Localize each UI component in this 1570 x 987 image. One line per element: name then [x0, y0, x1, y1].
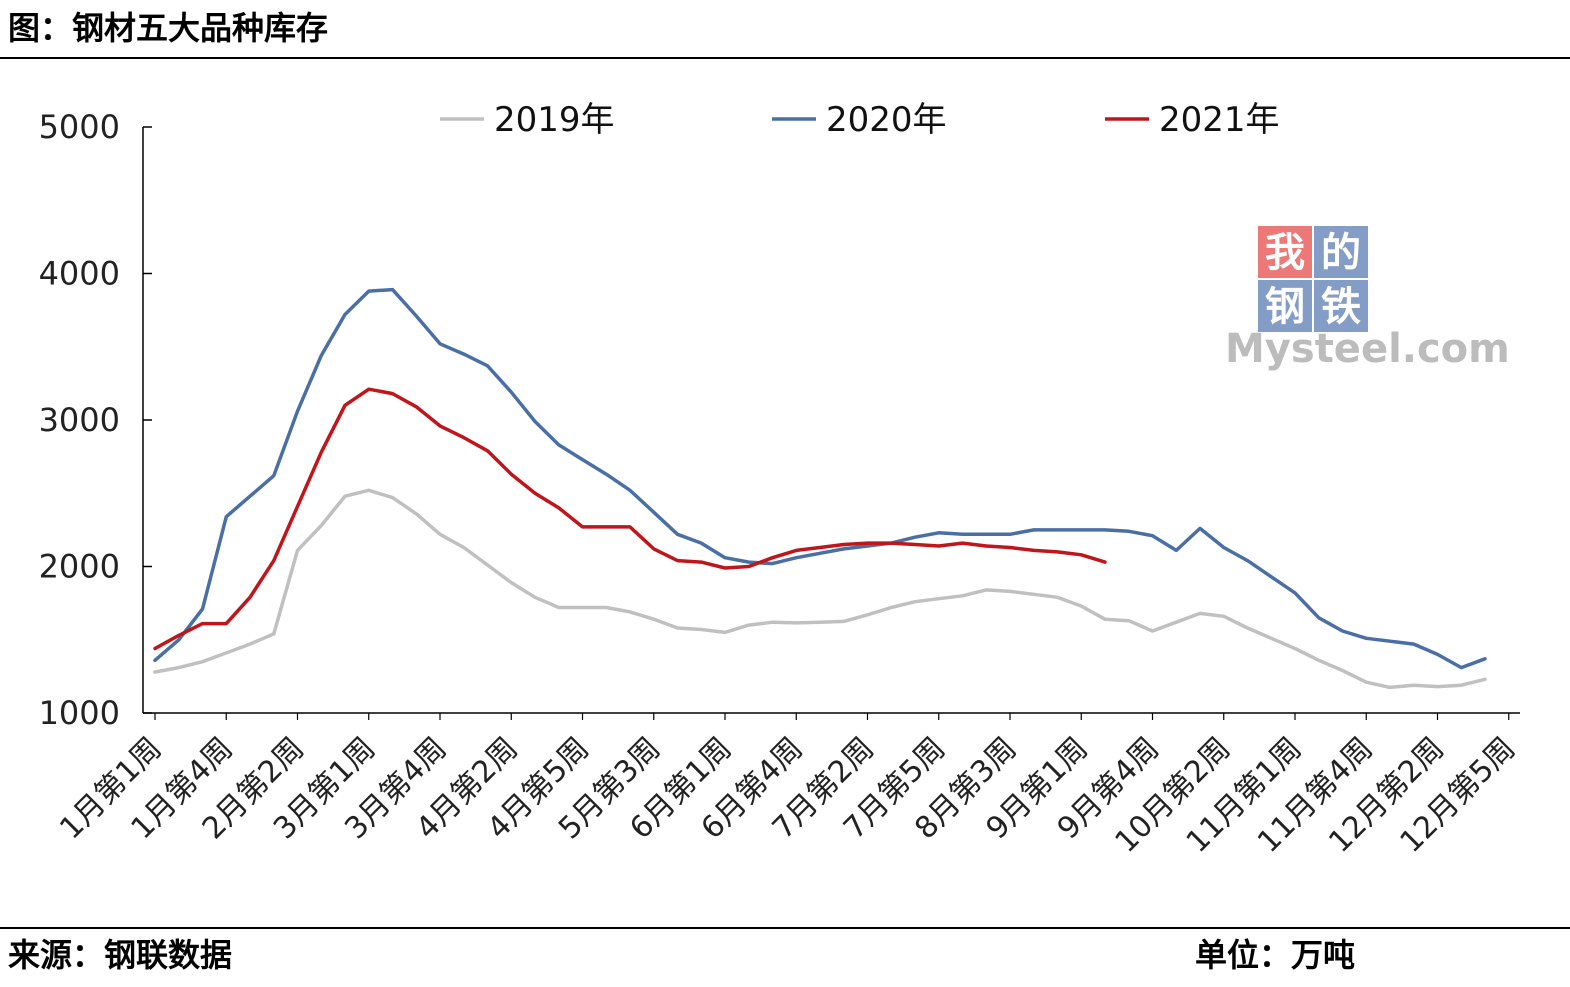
series-line-2020 — [153, 287, 1487, 670]
mysteel-watermark: 我 的 钢 铁 Mysteel.com — [1225, 226, 1510, 372]
watermark-char-4: 铁 — [1321, 283, 1361, 330]
unit-label: 单位：万吨 — [1195, 936, 1356, 974]
y-tick-label: 5000 — [39, 108, 120, 146]
watermark-char-3: 钢 — [1265, 283, 1305, 330]
top-divider — [0, 57, 1570, 59]
y-tick-label: 1000 — [39, 694, 120, 732]
legend-label: 2019年 — [494, 100, 615, 140]
watermark-char-1: 我 — [1265, 229, 1305, 276]
x-axis-ticks: 1月第1周1月第4周2月第2周3月第1周3月第4周4月第2周4月第5周5月第3周… — [53, 713, 1522, 860]
legend-label: 2020年 — [826, 100, 947, 140]
series-line-2021 — [153, 387, 1107, 651]
y-axis-ticks: 1000 2000 3000 4000 5000 — [39, 108, 152, 732]
watermark-tile-blue-1 — [1314, 226, 1368, 278]
y-tick-label: 2000 — [39, 548, 120, 586]
chart-legend: 2019年 2020年 2021年 — [440, 100, 1280, 140]
series-line-2019 — [153, 488, 1487, 690]
series-lines — [153, 287, 1487, 690]
data-source: 来源：钢联数据 — [8, 936, 233, 974]
watermark-tile-blue-3 — [1314, 280, 1368, 332]
watermark-tile-red — [1258, 226, 1312, 278]
figure-title: 图：钢材五大品种库存 — [8, 9, 329, 47]
bottom-divider — [0, 927, 1570, 929]
watermark-tile-blue-2 — [1258, 280, 1312, 332]
watermark-text: Mysteel.com — [1225, 326, 1510, 372]
y-tick-label: 4000 — [39, 255, 120, 293]
legend-label: 2021年 — [1159, 100, 1280, 140]
y-tick-label: 3000 — [39, 401, 120, 439]
watermark-char-2: 的 — [1321, 229, 1361, 276]
